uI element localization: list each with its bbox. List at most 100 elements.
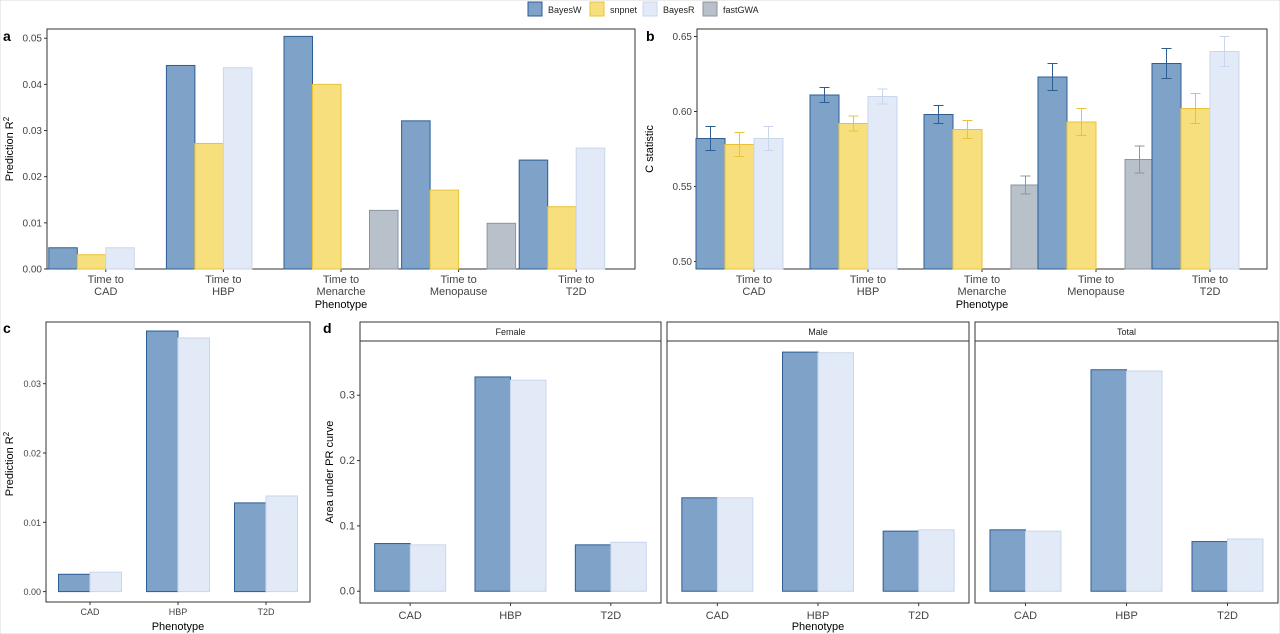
bar-bayesr <box>1025 530 1062 592</box>
bar-fastgwa <box>369 209 399 270</box>
bar-snpnet <box>194 142 224 270</box>
bar-bayesw <box>58 573 91 593</box>
bar-bayesr <box>1227 538 1264 592</box>
y-axis-title-text: C statistic <box>644 125 656 173</box>
x-tick-label: Time to HBP <box>850 274 886 298</box>
panel-label-c: c <box>3 320 11 336</box>
y-axis-title-text: Prediction R2 <box>2 431 16 496</box>
bar-snpnet <box>952 129 983 270</box>
x-tick-label: T2D <box>257 607 275 617</box>
legend-label-snpnet: snpnet <box>610 5 638 15</box>
legend-key-bayesr <box>642 1 658 17</box>
bar-fastgwa <box>1124 159 1155 270</box>
bar-bayesr <box>89 571 122 593</box>
x-tick-label: Time to CAD <box>88 274 124 298</box>
facet-strip-female: Female <box>359 321 662 342</box>
y-axis-title-text: Area under PR curve <box>324 421 336 524</box>
chart-panel-d-2: CAD HBP T2D <box>974 340 1279 622</box>
bar-bayesw <box>882 530 920 592</box>
bar-bayesr <box>575 147 606 270</box>
bar-bayesr <box>753 138 784 270</box>
bar-bayesw <box>283 35 313 270</box>
bar-bayesr <box>610 541 647 592</box>
chart-panel-d-1: CAD HBP T2D <box>666 340 970 622</box>
bar-snpnet <box>312 83 342 270</box>
legend-key-fastgwa <box>702 1 718 17</box>
y-tick-label: 0.00 <box>23 587 41 597</box>
legend-key-snpnet <box>589 1 605 17</box>
facet-strip-male: Male <box>666 321 970 342</box>
y-tick-label: 0.05 <box>23 34 43 45</box>
bar-bayesw <box>809 94 840 270</box>
chart-panel-d-0: 0.0 0.1 0.2 0.3 CAD HBP T2D <box>340 340 662 622</box>
y-tick-label: 0.01 <box>23 518 41 528</box>
facet-strip-label: Male <box>808 327 828 337</box>
bar-bayesw <box>574 544 612 592</box>
x-axis-title-c: Phenotype <box>152 621 205 633</box>
bar-fastgwa <box>486 222 517 270</box>
panel-label-d: d <box>323 320 332 336</box>
bar-snpnet <box>1066 121 1097 270</box>
chart-panel-c: 0.00 0.01 0.02 0.03 CAD HBP T2D <box>23 321 311 617</box>
bar-bayesr <box>265 495 298 593</box>
y-tick-label: 0.00 <box>23 265 43 276</box>
bar-bayesr <box>716 497 754 592</box>
x-tick-label: Time to Menopause <box>430 274 488 298</box>
facet-strip-total: Total <box>974 321 1279 342</box>
y-tick-label: 0.03 <box>23 379 41 389</box>
bar-bayesw <box>681 497 718 592</box>
x-tick-label: Time to Menarche <box>958 274 1007 298</box>
facet-strip-label: Total <box>1117 327 1136 337</box>
bar-bayesw <box>165 64 196 270</box>
bar-bayesr <box>817 352 854 592</box>
chart-panel-a: 0.00 0.01 0.02 0.03 0.04 0.05 Time to CAD Time t… <box>23 28 636 298</box>
y-tick-label: 0.04 <box>23 80 43 91</box>
bar-snpnet <box>547 206 577 270</box>
y-axis-title: Prediction R2 <box>2 116 16 181</box>
bar-bayesr <box>1126 370 1163 592</box>
x-tick-label: Time to CAD <box>736 274 772 298</box>
y-tick-label: 0.0 <box>340 586 355 598</box>
y-tick-label: 0.3 <box>340 390 355 402</box>
x-axis-title-d: Phenotype <box>792 621 845 633</box>
panel-label-b: b <box>646 28 655 44</box>
bar-bayesr <box>105 247 135 270</box>
y-tick-label: 0.50 <box>673 257 693 268</box>
x-tick-label: HBP <box>169 607 188 617</box>
bar-bayesr <box>177 337 210 593</box>
x-tick-label: Time to T2D <box>558 274 594 298</box>
x-tick-label: HBP <box>1115 610 1138 622</box>
bar-bayesw <box>782 351 819 592</box>
legend-label-bayesw: BayesW <box>548 5 582 15</box>
bar-snpnet <box>1180 108 1211 270</box>
bar-fastgwa <box>1010 184 1041 270</box>
bar-snpnet <box>76 254 107 270</box>
y-tick-label: 0.1 <box>340 520 355 532</box>
x-tick-label: T2D <box>1217 610 1238 622</box>
y-tick-label: 0.02 <box>23 448 41 458</box>
bar-bayesw <box>923 114 954 270</box>
x-tick-label: Time to T2D <box>1192 274 1228 298</box>
x-tick-label: T2D <box>908 610 929 622</box>
bar-bayesw <box>1191 541 1228 592</box>
x-tick-label: Time to HBP <box>205 274 241 298</box>
legend-label-bayesr: BayesR <box>663 5 695 15</box>
y-tick-label: 0.02 <box>23 172 43 183</box>
bar-snpnet <box>724 144 755 270</box>
y-axis-title: C statistic <box>644 125 656 173</box>
bar-snpnet <box>429 189 460 270</box>
x-tick-label: Time to Menopause <box>1067 274 1125 298</box>
y-axis-title: Area under PR curve <box>324 421 336 524</box>
y-axis-title: Prediction R2 <box>2 431 16 496</box>
y-tick-label: 0.65 <box>673 32 693 43</box>
bar-bayesr <box>409 544 447 592</box>
bar-bayesw <box>48 247 78 270</box>
bar-bayesw <box>1037 76 1068 270</box>
bar-bayesw <box>374 543 411 592</box>
y-tick-label: 0.03 <box>23 126 43 137</box>
x-tick-label: HBP <box>807 610 830 622</box>
x-tick-label: T2D <box>600 610 621 622</box>
y-tick-label: 0.55 <box>673 182 693 193</box>
legend: BayesW snpnet BayesR fastGWA <box>527 1 759 17</box>
